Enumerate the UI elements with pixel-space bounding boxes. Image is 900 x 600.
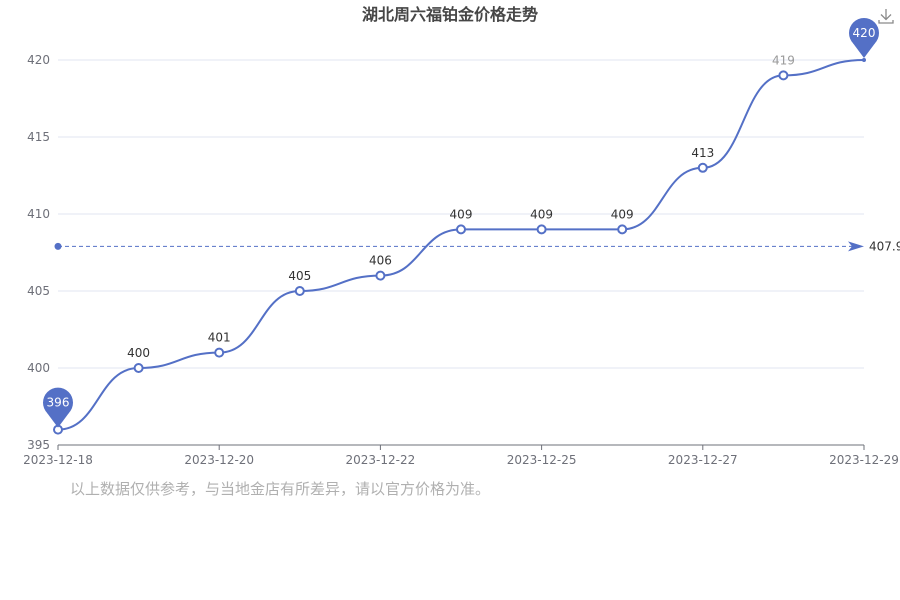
data-point[interactable] (862, 58, 866, 62)
max-pin (849, 18, 879, 48)
chart-title: 湖北周六福铂金价格走势 (362, 5, 538, 24)
x-tick-label: 2023-12-20 (184, 453, 254, 467)
data-point[interactable] (375, 270, 386, 281)
y-tick-label: 420 (27, 53, 50, 67)
data-label: 409 (530, 207, 553, 221)
data-label: 409 (611, 207, 634, 221)
data-point[interactable] (617, 224, 628, 235)
max-pin-label: 420 (853, 26, 876, 40)
data-label: 406 (369, 254, 392, 268)
data-label: 400 (127, 346, 150, 360)
data-point[interactable] (778, 70, 789, 81)
data-point[interactable] (214, 347, 225, 358)
data-point[interactable] (133, 363, 144, 373)
data-label: 413 (691, 146, 714, 160)
download-icon[interactable] (876, 6, 896, 26)
min-pin (43, 387, 73, 418)
data-label: 405 (288, 269, 311, 283)
series-line (57, 59, 865, 431)
average-start-dot (54, 242, 62, 250)
data-point[interactable] (456, 224, 466, 235)
data-point[interactable] (294, 286, 305, 296)
average-label: 407.9 (869, 239, 900, 253)
x-tick-label: 2023-12-27 (668, 453, 738, 467)
average-arrow (848, 241, 864, 252)
data-point[interactable] (536, 224, 547, 235)
x-tick-label: 2023-12-29 (829, 453, 899, 467)
data-label: 401 (208, 331, 231, 345)
y-tick-label: 405 (27, 284, 50, 298)
x-tick-label: 2023-12-18 (23, 453, 93, 467)
data-label: 409 (450, 207, 473, 221)
min-pin-label: 396 (47, 396, 70, 410)
disclaimer-note: 以上数据仅供参考，与当地金店有所差异，请以官方价格为准。 (70, 480, 491, 498)
data-label: 419 (772, 53, 795, 67)
y-tick-label: 415 (27, 130, 50, 144)
x-tick-label: 2023-12-25 (507, 453, 577, 467)
x-tick-label: 2023-12-22 (346, 453, 416, 467)
y-tick-label: 410 (27, 207, 50, 221)
y-tick-label: 395 (27, 438, 50, 452)
y-tick-label: 400 (27, 361, 50, 375)
data-point[interactable] (697, 162, 708, 173)
